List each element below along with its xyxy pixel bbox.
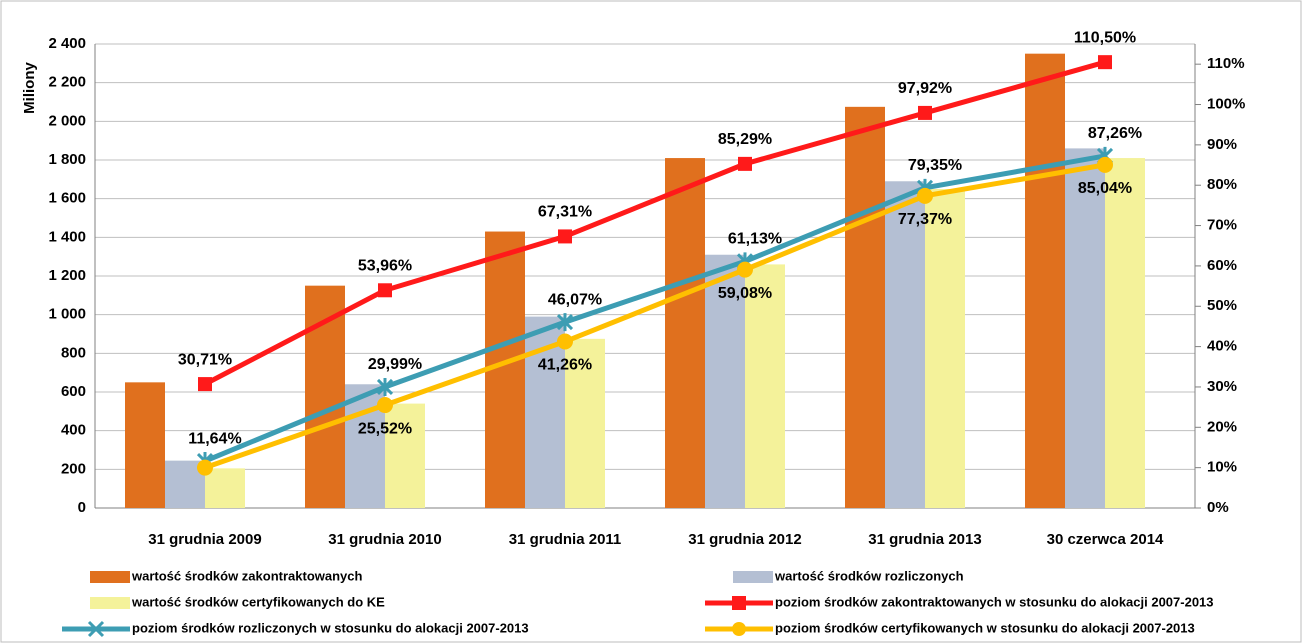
x-tick-label: 31 grudnia 2009 xyxy=(148,531,261,548)
bar xyxy=(1025,53,1065,509)
legend-marker xyxy=(732,596,746,610)
x-tick-label: 31 grudnia 2011 xyxy=(509,531,622,548)
bar xyxy=(385,403,425,508)
data-label: 77,37% xyxy=(898,211,952,228)
line-marker xyxy=(558,229,572,244)
y2-tick-label: 110% xyxy=(1207,55,1245,72)
data-label: 25,52% xyxy=(358,420,412,437)
legend-label: poziom środków zakontraktowanych w stosu… xyxy=(775,594,1214,609)
data-label: 30,71% xyxy=(178,351,232,368)
y-tick-label: 1 200 xyxy=(48,267,86,284)
legend-label: wartość środków zakontraktowanych xyxy=(131,568,363,583)
y-tick-label: 1 800 xyxy=(48,151,86,168)
legend-label: poziom środków certyfikowanych w stosunk… xyxy=(775,620,1195,635)
bar xyxy=(885,181,925,508)
y-tick-label: 2 000 xyxy=(48,112,86,129)
bar xyxy=(1065,148,1105,508)
y2-tick-label: 10% xyxy=(1207,459,1237,476)
line-marker xyxy=(556,313,574,332)
y-tick-label: 200 xyxy=(61,460,86,477)
line xyxy=(204,153,1106,464)
y-tick-label: 1 600 xyxy=(48,190,86,207)
line-marker xyxy=(1098,55,1112,70)
y2-tick-label: 70% xyxy=(1207,217,1237,234)
x-tick-label: 30 czerwca 2014 xyxy=(1047,531,1164,548)
legend-swatch xyxy=(90,571,130,583)
line-marker xyxy=(1097,156,1113,173)
y-axis-label: Miliony xyxy=(21,62,38,114)
y2-tick-label: 50% xyxy=(1207,297,1237,314)
data-label: 61,13% xyxy=(728,231,782,248)
line-marker xyxy=(198,377,212,392)
line-marker xyxy=(737,261,753,278)
data-label: 29,99% xyxy=(368,356,422,373)
data-label: 41,26% xyxy=(538,357,592,374)
bar xyxy=(665,158,705,509)
y-tick-label: 1 400 xyxy=(48,228,86,245)
bar xyxy=(1105,158,1145,509)
y-tick-label: 1 000 xyxy=(48,306,86,323)
x-tick-label: 31 grudnia 2013 xyxy=(868,531,981,548)
y-tick-label: 800 xyxy=(61,344,86,361)
line xyxy=(204,162,1106,471)
y2-tick-label: 80% xyxy=(1207,176,1237,193)
data-label: 59,08% xyxy=(718,285,772,302)
bar xyxy=(925,189,965,508)
bar xyxy=(205,468,245,508)
data-label: 53,96% xyxy=(358,258,412,275)
y2-tick-label: 60% xyxy=(1207,257,1237,274)
y-tick-label: 400 xyxy=(61,422,86,439)
bar xyxy=(705,254,745,508)
line-marker xyxy=(557,333,573,350)
legend-label: wartość środków certyfikowanych do KE xyxy=(131,594,385,609)
data-label: 85,29% xyxy=(718,131,772,148)
y-tick-label: 0 xyxy=(78,499,86,516)
legend-label: poziom środków rozliczonych w stosunku d… xyxy=(132,620,529,635)
x-tick-label: 31 grudnia 2010 xyxy=(328,531,441,548)
y2-tick-label: 0% xyxy=(1207,499,1229,516)
line-marker xyxy=(738,156,752,171)
data-label: 79,35% xyxy=(908,157,962,174)
line-marker xyxy=(917,187,933,204)
line-marker xyxy=(918,105,932,120)
line xyxy=(203,59,1106,387)
data-label: 97,92% xyxy=(898,80,952,97)
bar xyxy=(125,382,165,508)
bar xyxy=(745,264,785,508)
x-tick-label: 31 grudnia 2012 xyxy=(688,531,801,548)
line-marker xyxy=(376,377,394,396)
y-tick-label: 2 400 xyxy=(48,35,86,52)
y2-tick-label: 90% xyxy=(1207,136,1237,153)
bar xyxy=(565,338,605,508)
legend-label: wartość środków rozliczonych xyxy=(774,568,964,583)
y2-tick-label: 40% xyxy=(1207,338,1237,355)
line-marker xyxy=(197,459,213,476)
legend-marker xyxy=(732,622,746,636)
data-label: 110,50% xyxy=(1074,29,1136,46)
data-label: 67,31% xyxy=(538,204,592,221)
y2-tick-label: 30% xyxy=(1207,378,1237,395)
data-label: 11,64% xyxy=(188,430,241,447)
legend-marker xyxy=(87,620,105,638)
bar xyxy=(845,106,885,508)
data-label: 46,07% xyxy=(548,291,602,308)
line-marker xyxy=(377,397,393,414)
data-label: 87,26% xyxy=(1088,125,1142,142)
data-label: 85,04% xyxy=(1078,180,1132,197)
y2-tick-label: 100% xyxy=(1207,95,1245,112)
y-tick-label: 2 200 xyxy=(48,74,86,91)
y2-tick-label: 20% xyxy=(1207,418,1237,435)
y-tick-label: 600 xyxy=(61,383,86,400)
legend-swatch xyxy=(733,571,773,583)
line-marker xyxy=(378,283,392,298)
legend-swatch xyxy=(90,597,130,609)
